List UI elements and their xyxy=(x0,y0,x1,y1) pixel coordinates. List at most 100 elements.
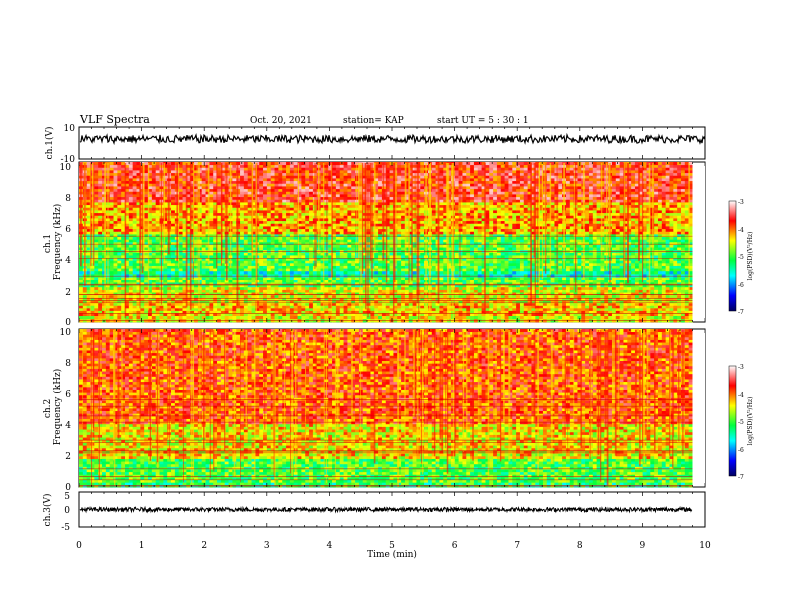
ch1-spectrogram-cell xyxy=(305,297,310,301)
ch1-spectrogram-cell xyxy=(458,289,463,293)
ch1-spectrogram-cell xyxy=(650,305,655,309)
ch1-spectrogram-cell xyxy=(531,310,536,314)
ch1-spectrogram-cell xyxy=(286,284,291,288)
ch1-spectrogram-cell xyxy=(205,265,210,269)
ch1-spectrogram-cell xyxy=(680,270,686,275)
ch1-spectrogram-cell xyxy=(167,302,172,306)
ch1-spectrogram-cell xyxy=(328,274,333,278)
ch1-spectrogram-cell xyxy=(439,252,444,256)
ch1-spectrogram-cell xyxy=(677,297,682,301)
ch1-spectrogram-cell xyxy=(155,305,160,309)
ch1-spectrogram-cell xyxy=(148,257,153,261)
ch1-spectrogram-cell xyxy=(389,241,394,245)
ch1-spectrogram-cell xyxy=(297,282,302,285)
ch1-spectrogram-cell xyxy=(132,257,137,261)
ch1-spectrogram-cell xyxy=(167,305,172,309)
ch1-spectrogram-cell xyxy=(140,305,145,309)
ch1-spectrogram-cell xyxy=(677,262,682,266)
ch1-spectrogram-cell xyxy=(684,297,690,301)
ch1-spectrogram-cell xyxy=(627,300,632,304)
ch1-spectrogram-cell xyxy=(542,284,548,288)
ch1-spectrogram-cell xyxy=(86,239,91,243)
ch1-spectrogram-cell xyxy=(151,279,157,283)
ch1-spectrogram-cell xyxy=(665,292,670,296)
ch1-spectrogram-cell xyxy=(493,244,498,248)
ch1-spectrogram-cell xyxy=(665,310,670,314)
ch1-spectrogram-cell xyxy=(328,257,333,261)
ch1-spectrogram-cell xyxy=(240,300,245,304)
ch1-spectrogram-cell xyxy=(462,282,467,285)
ch1-spectrogram-cell xyxy=(259,279,264,283)
ch1-waveform-panel: 10 -10 ch.1(V) xyxy=(44,124,706,165)
ch1-spectrogram-cell xyxy=(585,292,590,296)
ch1-spectrogram-cell xyxy=(389,239,394,243)
ch1-spectrogram-cell xyxy=(600,247,605,251)
ch1-spectrogram-cell xyxy=(324,307,329,311)
ch1-spectrogram-cell xyxy=(519,252,525,256)
ch1-spectrogram-cell xyxy=(420,265,425,269)
ch1-spectrogram-cell xyxy=(201,313,206,316)
ch1-spectrogram-cell xyxy=(454,257,459,261)
ch1-spectrogram-cell xyxy=(397,300,402,304)
ch1-spectrogram-cell xyxy=(592,305,598,309)
ch1-spectrogram-cell xyxy=(240,302,245,306)
ch1-spectrogram-cell xyxy=(144,302,149,306)
ch1-spectrogram-cell xyxy=(151,244,157,248)
ch1-spectrogram-cell xyxy=(232,265,237,269)
ch1-spectrogram-cell xyxy=(297,305,302,309)
ch1-spectrogram-cell xyxy=(443,247,448,251)
ch1-spectrogram-cell xyxy=(274,294,279,298)
ch1-spectrogram-cell xyxy=(657,300,663,304)
ch1-spectrogram-cell xyxy=(638,297,644,301)
ch1-spectrogram-cell xyxy=(217,292,222,296)
ch1-spectrogram-cell xyxy=(447,292,452,296)
ch1-spectrogram-cell xyxy=(243,279,249,283)
ch1-spectrogram-cell xyxy=(155,292,160,296)
ch1-spectrogram-cell xyxy=(197,277,203,280)
ch1-spectrogram-cell xyxy=(174,300,180,304)
ch1-spectrogram-cell xyxy=(443,282,448,285)
ch1-spectrogram-cell xyxy=(500,265,505,269)
ch1-spectrogram-cell xyxy=(90,307,95,311)
ch1-spectrogram-cell xyxy=(642,286,647,290)
ch1-spectrogram-cell xyxy=(148,274,153,278)
ch1-spectrogram-cell xyxy=(228,307,233,311)
ch1-spectrogram-cell xyxy=(335,284,341,288)
ch1-spectrogram-cell xyxy=(535,255,540,259)
ch1-spectrogram-cell xyxy=(493,310,498,314)
ch1-spectrogram-cell xyxy=(588,265,594,269)
ch1-spectrogram-cell xyxy=(217,274,222,278)
ch1-spectrogram-cell xyxy=(665,289,670,293)
ch1-spectrogram-cell xyxy=(167,292,172,296)
ch1-spectrogram-cell xyxy=(140,294,145,298)
ch1-spectrogram-cell xyxy=(596,257,601,261)
ch1-spectrogram-cell xyxy=(565,247,571,251)
ch1-spectrogram-cell xyxy=(420,315,425,320)
ch1-spectrogram-cell xyxy=(397,282,402,285)
ch1-spectrogram-cell xyxy=(335,274,341,278)
ch1-spectrogram-cell xyxy=(362,289,367,293)
ch1-spectrogram-cell xyxy=(665,294,670,298)
ch1-spectrogram-cell xyxy=(232,300,237,304)
ch1-spectrogram-cell xyxy=(98,255,103,259)
ch1-spectrogram-cell xyxy=(588,289,594,293)
ch1-spectrogram-cell xyxy=(470,241,475,245)
ch1-spectrogram-cell xyxy=(420,247,425,251)
ch1-spectrogram-cell xyxy=(500,260,505,264)
ch1-spectrogram-cell xyxy=(600,284,605,288)
ch1-spectrogram-cell xyxy=(255,300,260,304)
ch1-spectrogram-cell xyxy=(673,244,678,248)
ch1-spectrogram-cell xyxy=(259,277,264,280)
ch1-spectrogram-cell xyxy=(328,286,333,290)
ch1-spectrogram-cell xyxy=(320,252,325,256)
ch1-spectrogram-cell xyxy=(485,294,490,298)
ch1-spectrogram-cell xyxy=(148,300,153,304)
ch1-spectrogram-cell xyxy=(673,279,678,283)
ch1-spectrogram-cell xyxy=(144,300,149,304)
ch1-spectrogram-cell xyxy=(569,307,575,311)
ch1-spectrogram-cell xyxy=(489,244,494,248)
ch1-spectrogram-cell xyxy=(554,241,559,245)
ch1-spectrogram-cell xyxy=(661,277,667,280)
ch1-spectrogram-cell xyxy=(531,292,536,296)
ch1-spectrogram-cell xyxy=(228,282,233,285)
